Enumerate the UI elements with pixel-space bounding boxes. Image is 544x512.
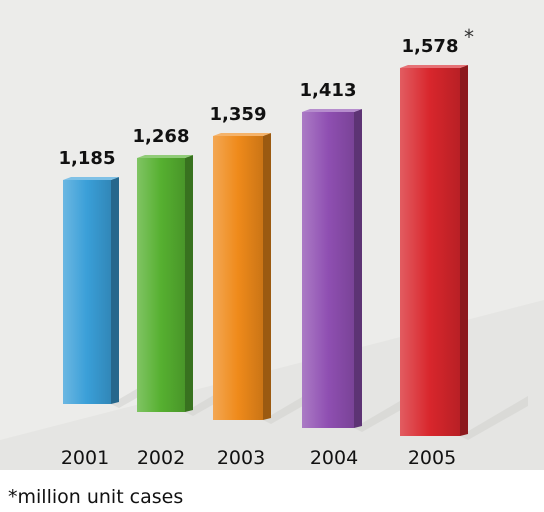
bars-group	[63, 65, 528, 440]
x-tick-label: 2005	[408, 447, 456, 469]
bar-2002	[137, 155, 253, 416]
value-labels-group: 1,185 1,268 1,359 1,413 1,578 *	[59, 25, 474, 169]
value-label: 1,413	[300, 80, 357, 101]
value-label: 1,359	[210, 104, 267, 125]
value-label: 1,578	[402, 36, 459, 57]
value-label: 1,185	[59, 148, 116, 169]
x-tick-label: 2001	[61, 447, 109, 469]
bar-front	[63, 180, 111, 404]
bar-side	[111, 177, 119, 404]
value-label: 1,268	[133, 126, 190, 147]
bar-top	[137, 155, 193, 158]
bar-shadow	[460, 396, 528, 440]
footnote: *million unit cases	[8, 486, 184, 508]
x-tick-label: 2004	[310, 447, 358, 469]
bar-side	[460, 65, 468, 436]
bar-front	[400, 68, 460, 436]
bar-front	[213, 136, 263, 420]
bar-2003	[213, 133, 331, 424]
bar-side	[263, 133, 271, 420]
value-label-asterisk: *	[464, 25, 474, 49]
bar-front	[137, 158, 185, 412]
bar-front	[302, 112, 354, 428]
x-axis-tick-labels: 2001 2002 2003 2004 2005	[61, 447, 456, 469]
bar-2004	[302, 109, 422, 432]
bar-top	[302, 109, 362, 112]
bar-top	[213, 133, 271, 136]
bar-2005	[400, 65, 528, 440]
bar-top	[63, 177, 119, 180]
bar-side	[354, 109, 362, 428]
bar-top	[400, 65, 468, 68]
bar-side	[185, 155, 193, 412]
x-tick-label: 2003	[217, 447, 265, 469]
x-tick-label: 2002	[137, 447, 185, 469]
